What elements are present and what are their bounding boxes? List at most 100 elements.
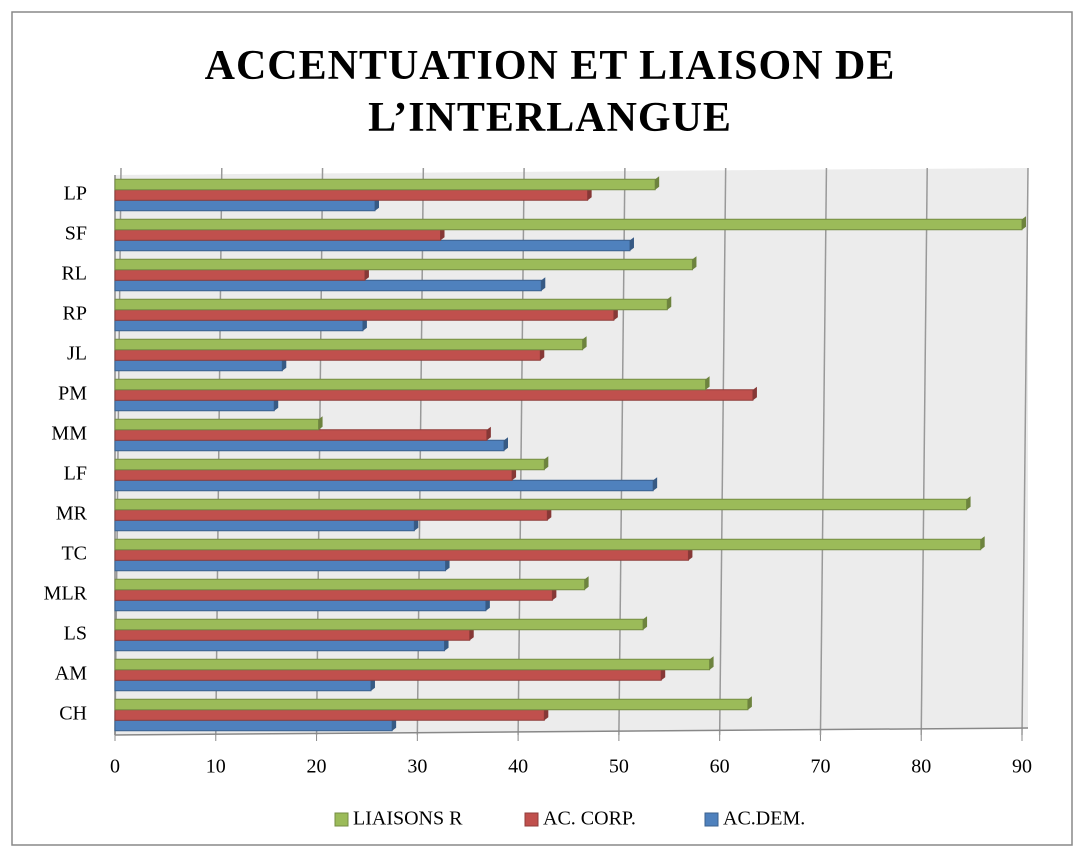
bar: [114, 378, 707, 391]
bar: [114, 418, 320, 431]
legend-label: AC.DEM.: [723, 808, 805, 830]
bar-cap: [980, 536, 985, 550]
grid-line: [920, 167, 928, 736]
bar: [114, 458, 545, 471]
bar: [114, 498, 968, 511]
grid-line: [819, 167, 828, 736]
x-tick-label: 10: [206, 756, 226, 778]
bar: [114, 429, 488, 441]
y-tick-label: LF: [64, 463, 87, 485]
bar: [114, 389, 754, 401]
bar: [114, 199, 376, 212]
bar: [114, 549, 689, 561]
grid-line: [1021, 167, 1029, 736]
bar-cap: [486, 426, 491, 441]
y-tick-label: CH: [59, 703, 87, 725]
bar-cap: [709, 656, 714, 670]
y-tick-label: JL: [67, 343, 87, 365]
bar-cap: [318, 416, 323, 430]
bar-cap: [541, 277, 546, 291]
bar-cap: [655, 176, 660, 190]
y-tick-label: SF: [65, 223, 87, 245]
bar: [114, 578, 586, 591]
y-tick-label: MR: [56, 503, 88, 525]
bar-cap: [629, 237, 634, 251]
y-tick-label: RP: [63, 303, 87, 325]
legend-swatch: [704, 812, 719, 827]
bar-cap: [966, 496, 971, 510]
bar-cap: [653, 477, 658, 491]
bar: [114, 239, 631, 252]
bar: [114, 298, 668, 311]
bar-cap: [705, 376, 710, 390]
bar: [114, 218, 1023, 231]
x-tick-label: 90: [1012, 756, 1032, 778]
legend-swatch: [334, 812, 349, 827]
y-tick-label: RL: [61, 263, 87, 285]
bar: [114, 599, 487, 612]
y-tick-label: MM: [51, 423, 87, 445]
x-tick-label: 0: [110, 756, 120, 778]
legend-label: LIAISONS R: [353, 808, 463, 830]
x-tick-label: 70: [810, 756, 830, 778]
x-tick-label: 40: [508, 756, 528, 778]
y-tick-label: PM: [58, 383, 87, 405]
x-tick-label: 30: [407, 756, 427, 778]
bar: [114, 658, 711, 671]
bar-cap: [544, 456, 549, 470]
bar: [114, 338, 584, 351]
bar: [114, 189, 589, 201]
grid-line: [718, 167, 727, 736]
bar: [114, 178, 656, 191]
bar: [114, 679, 372, 692]
bar: [114, 639, 446, 652]
bar: [114, 399, 275, 412]
bar: [114, 559, 447, 572]
bar-cap: [1022, 216, 1026, 230]
bar-cap: [582, 336, 587, 350]
bar: [114, 519, 415, 532]
bar: [114, 669, 662, 681]
y-tick-label: MLR: [44, 583, 88, 605]
bar: [114, 309, 615, 321]
bar: [114, 589, 553, 601]
x-axis: [114, 727, 1029, 736]
chart-title: ACCENTUATION ET LIAISON DE L’INTERLANGUE: [204, 43, 896, 141]
bar: [114, 479, 654, 492]
bar-cap: [752, 386, 757, 401]
x-tick-label: 80: [911, 756, 931, 778]
bar: [114, 319, 364, 332]
x-tick-label: 60: [710, 756, 730, 778]
bar: [114, 439, 505, 452]
y-tick-label: LS: [64, 623, 87, 645]
bar: [114, 229, 442, 241]
bar: [114, 618, 644, 631]
bar-cap: [692, 256, 697, 270]
y-tick-label: LP: [64, 183, 87, 205]
bar: [114, 629, 471, 641]
y-tick-label: TC: [61, 543, 87, 565]
bar: [114, 509, 548, 521]
x-tick-label: 50: [609, 756, 629, 778]
bar-cap: [504, 437, 509, 451]
x-tick-label: 20: [307, 756, 327, 778]
bar-cap: [747, 696, 752, 710]
bar-cap: [667, 296, 672, 310]
bar: [114, 719, 393, 732]
bar: [114, 359, 283, 372]
legend-label: AC. CORP.: [543, 808, 636, 830]
bar-cap: [584, 576, 589, 590]
bar: [114, 709, 545, 721]
bar: [114, 258, 693, 271]
bar: [114, 698, 749, 711]
bar: [114, 279, 542, 292]
legend-swatch: [524, 812, 539, 827]
bar-cap: [643, 616, 648, 630]
y-tick-label: AM: [55, 663, 87, 685]
bar: [114, 269, 366, 281]
bar: [114, 469, 513, 481]
bar: [114, 349, 541, 361]
bar: [114, 538, 982, 551]
